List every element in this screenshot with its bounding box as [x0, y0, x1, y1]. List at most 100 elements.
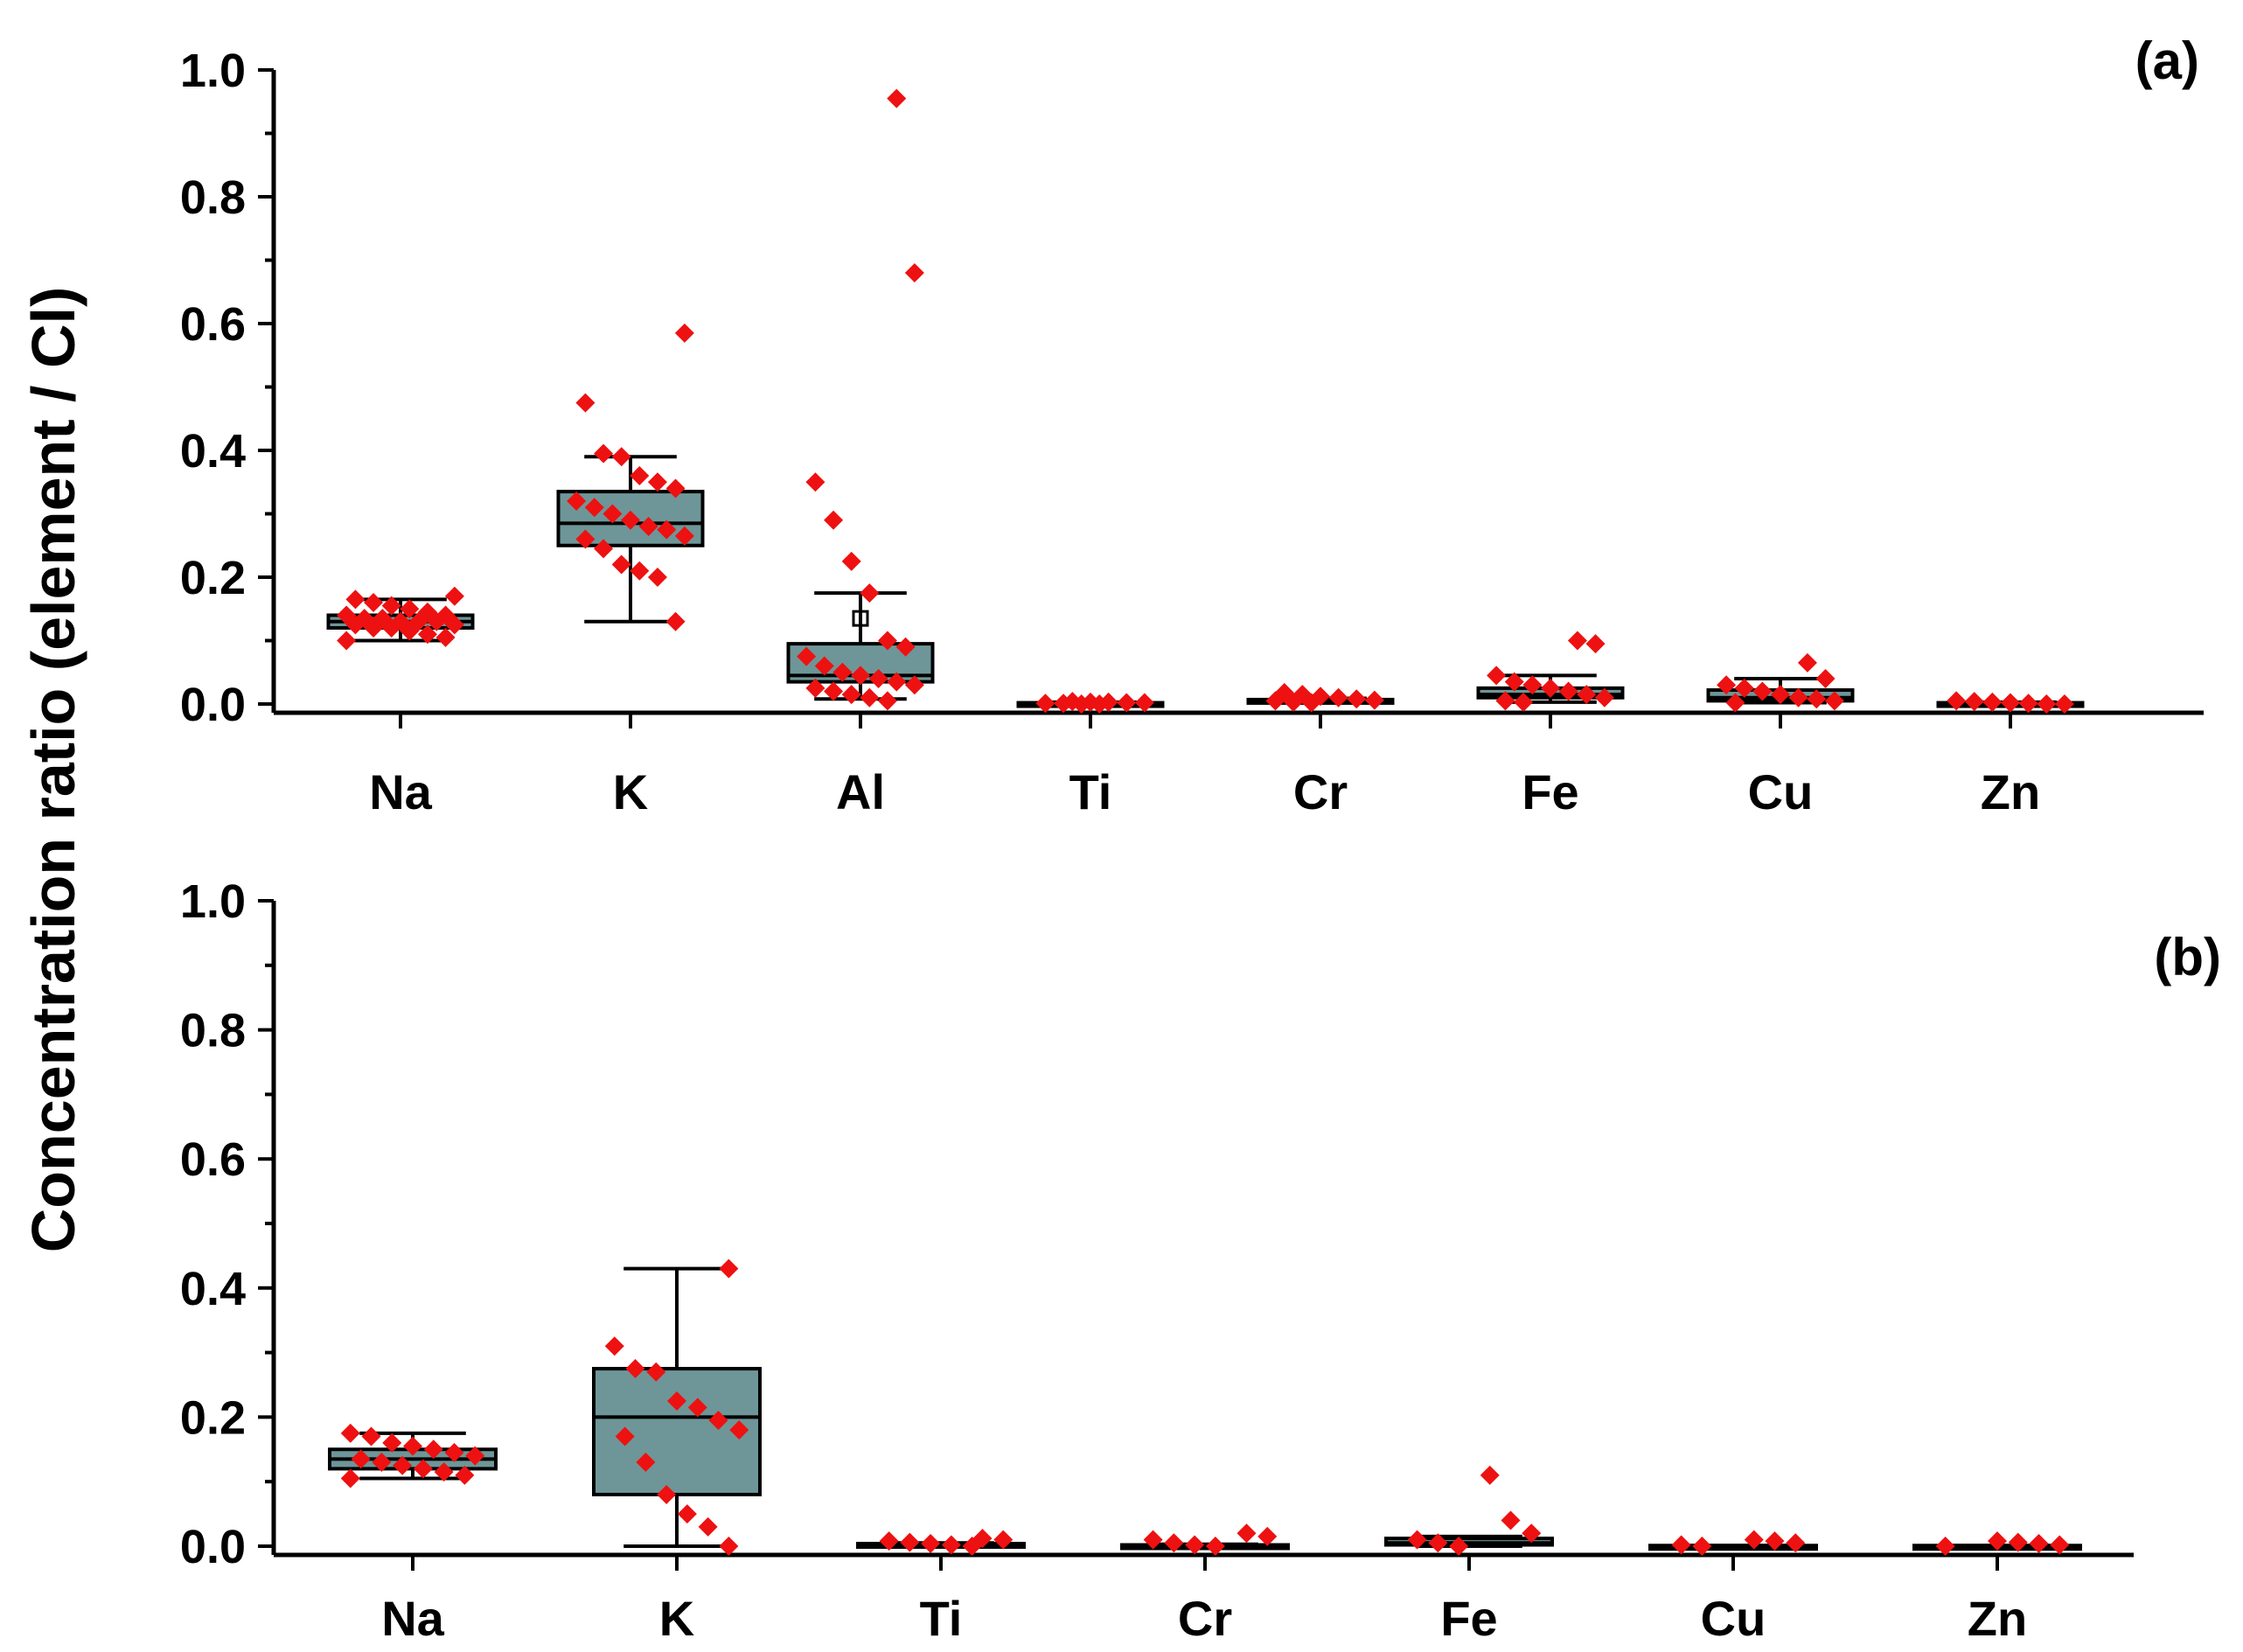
data-point: [417, 624, 437, 645]
x-category-label: Cr: [1178, 1591, 1232, 1646]
data-point: [354, 609, 374, 629]
data-point: [1134, 693, 1154, 713]
data-point: [2001, 693, 2020, 713]
data-point: [832, 662, 853, 682]
data-point: [400, 599, 420, 619]
x-category-label: K: [613, 764, 648, 819]
data-point: [372, 1453, 392, 1473]
y-tick-label: 0.0: [180, 1521, 246, 1573]
data-point: [900, 1532, 920, 1552]
data-point: [444, 1442, 464, 1462]
data-point: [1292, 685, 1313, 705]
data-point: [611, 447, 631, 467]
panel-b: 0.0 0.2 0.4 0.6 0.8 1.0 (b) Na K Ti Cr Fe Cu Zn: [180, 875, 2221, 1646]
data-point: [993, 1530, 1014, 1550]
data-point: [1577, 685, 1597, 705]
y-tick-label: 1.0: [180, 875, 246, 928]
data-point: [393, 1455, 413, 1475]
data-point: [444, 586, 464, 606]
data-point: [2037, 694, 2057, 714]
y-tick-label: 0.2: [180, 1391, 246, 1444]
data-point: [904, 263, 924, 282]
data-point: [630, 561, 650, 581]
data-point: [594, 443, 614, 464]
x-category-label: Fe: [1440, 1591, 1497, 1646]
data-point: [364, 593, 384, 612]
data-point: [665, 611, 686, 631]
data-point: [584, 498, 604, 518]
data-point: [1717, 675, 1737, 695]
data-point: [1567, 631, 1587, 651]
data-point: [687, 1398, 707, 1418]
data-point: [1824, 691, 1844, 711]
x-category-label: K: [659, 1591, 694, 1646]
data-point: [797, 646, 817, 666]
x-category-label: Fe: [1522, 764, 1578, 819]
data-point: [625, 1359, 645, 1379]
y-tick-label: 0.4: [180, 1263, 246, 1315]
data-point: [630, 466, 650, 485]
data-point: [708, 1411, 728, 1431]
data-point: [805, 472, 825, 492]
data-point: [345, 589, 366, 610]
data-point: [877, 631, 897, 651]
data-point: [381, 596, 401, 616]
y-tick-label: 0.0: [180, 679, 246, 731]
data-point: [1558, 681, 1578, 701]
data-point: [665, 478, 686, 498]
data-point: [337, 631, 357, 651]
x-category-label: Na: [369, 764, 432, 819]
data-point: [1788, 687, 1808, 708]
data-point: [1449, 1537, 1469, 1556]
data-point: [1514, 692, 1534, 712]
data-point: [1487, 666, 1507, 686]
data-point: [895, 637, 916, 657]
data-point: [879, 1531, 899, 1551]
data-point: [621, 510, 640, 530]
data-point: [2018, 694, 2038, 714]
data-point: [887, 672, 907, 692]
data-point: [657, 1484, 677, 1504]
data-point: [719, 1258, 739, 1279]
data-point: [413, 1459, 433, 1479]
data-point: [1725, 693, 1745, 713]
data-point: [1311, 687, 1330, 707]
data-point: [824, 510, 844, 530]
data-point: [603, 504, 623, 524]
data-point: [2054, 694, 2074, 714]
data-point: [1164, 1533, 1184, 1553]
data-point: [604, 1336, 624, 1356]
data-point: [435, 605, 456, 625]
data-point: [972, 1529, 993, 1549]
data-point: [1815, 669, 1835, 688]
data-point: [1117, 693, 1137, 713]
x-category-label: Zn: [1981, 764, 2040, 819]
data-point: [382, 1432, 402, 1453]
data-point: [594, 539, 614, 559]
box-mean-marker: [852, 610, 869, 627]
data-point: [887, 88, 907, 108]
data-point: [941, 1535, 961, 1555]
data-point: [719, 1537, 739, 1556]
data-point: [1964, 692, 1984, 712]
data-point: [1364, 690, 1384, 710]
x-category-label: Cu: [1701, 1591, 1766, 1646]
data-point: [340, 1423, 360, 1443]
data-point: [403, 1436, 422, 1456]
x-category-label: Na: [381, 1591, 444, 1646]
data-point: [921, 1534, 941, 1554]
data-point: [575, 393, 596, 413]
data-point: [1752, 681, 1773, 701]
data-point: [868, 669, 888, 688]
data-point: [361, 1426, 381, 1446]
y-tick-label: 0.8: [180, 1005, 246, 1057]
data-point: [1522, 1523, 1542, 1544]
y-axis-title: Concentration ratio (element / Cl): [19, 287, 87, 1253]
data-point: [1988, 1531, 2007, 1551]
data-point: [841, 685, 861, 705]
data-point: [729, 1420, 749, 1440]
data-point: [841, 551, 861, 571]
data-point: [1501, 1510, 1521, 1530]
x-category-label: Cu: [1748, 764, 1814, 819]
x-category-label: Ti: [1069, 764, 1112, 819]
